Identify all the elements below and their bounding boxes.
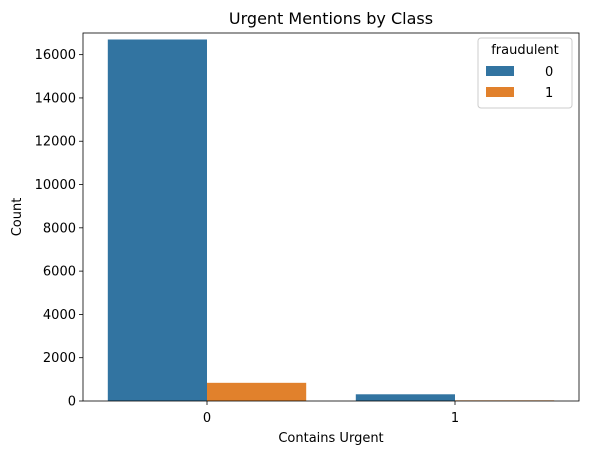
plot-frame	[82, 32, 580, 402]
y-axis-ticks: 0 2000 4000 6000 8000 10000 12000 14000 16000	[35, 48, 83, 410]
x-tick-label: 1	[451, 411, 459, 426]
y-tick-label: 0	[68, 395, 76, 410]
chart-title: Urgent Mentions by Class	[229, 9, 433, 28]
legend: fraudulent 0 1	[477, 37, 573, 109]
y-tick-label: 12000	[35, 135, 76, 150]
x-tick-label: 0	[203, 411, 211, 426]
y-tick-label: 8000	[43, 221, 76, 236]
bar-urgent-0-fraudulent-1	[207, 382, 307, 401]
y-tick-label: 6000	[43, 265, 76, 280]
y-tick-label: 2000	[43, 351, 76, 366]
bar-urgent-1-fraudulent-0	[355, 394, 455, 401]
y-tick-label: 10000	[35, 178, 76, 193]
legend-swatch-0	[486, 66, 514, 76]
bar-urgent-0-fraudulent-0	[107, 39, 207, 402]
legend-swatch-1	[486, 87, 514, 97]
legend-title: fraudulent	[491, 43, 559, 58]
x-axis-label: Contains Urgent	[278, 431, 383, 446]
y-axis-label: Count	[10, 198, 25, 237]
y-tick-label: 16000	[35, 48, 76, 63]
y-tick-label: 4000	[43, 308, 76, 323]
legend-label-1: 1	[545, 86, 553, 101]
legend-label-0: 0	[545, 65, 553, 80]
y-tick-label: 14000	[35, 91, 76, 106]
